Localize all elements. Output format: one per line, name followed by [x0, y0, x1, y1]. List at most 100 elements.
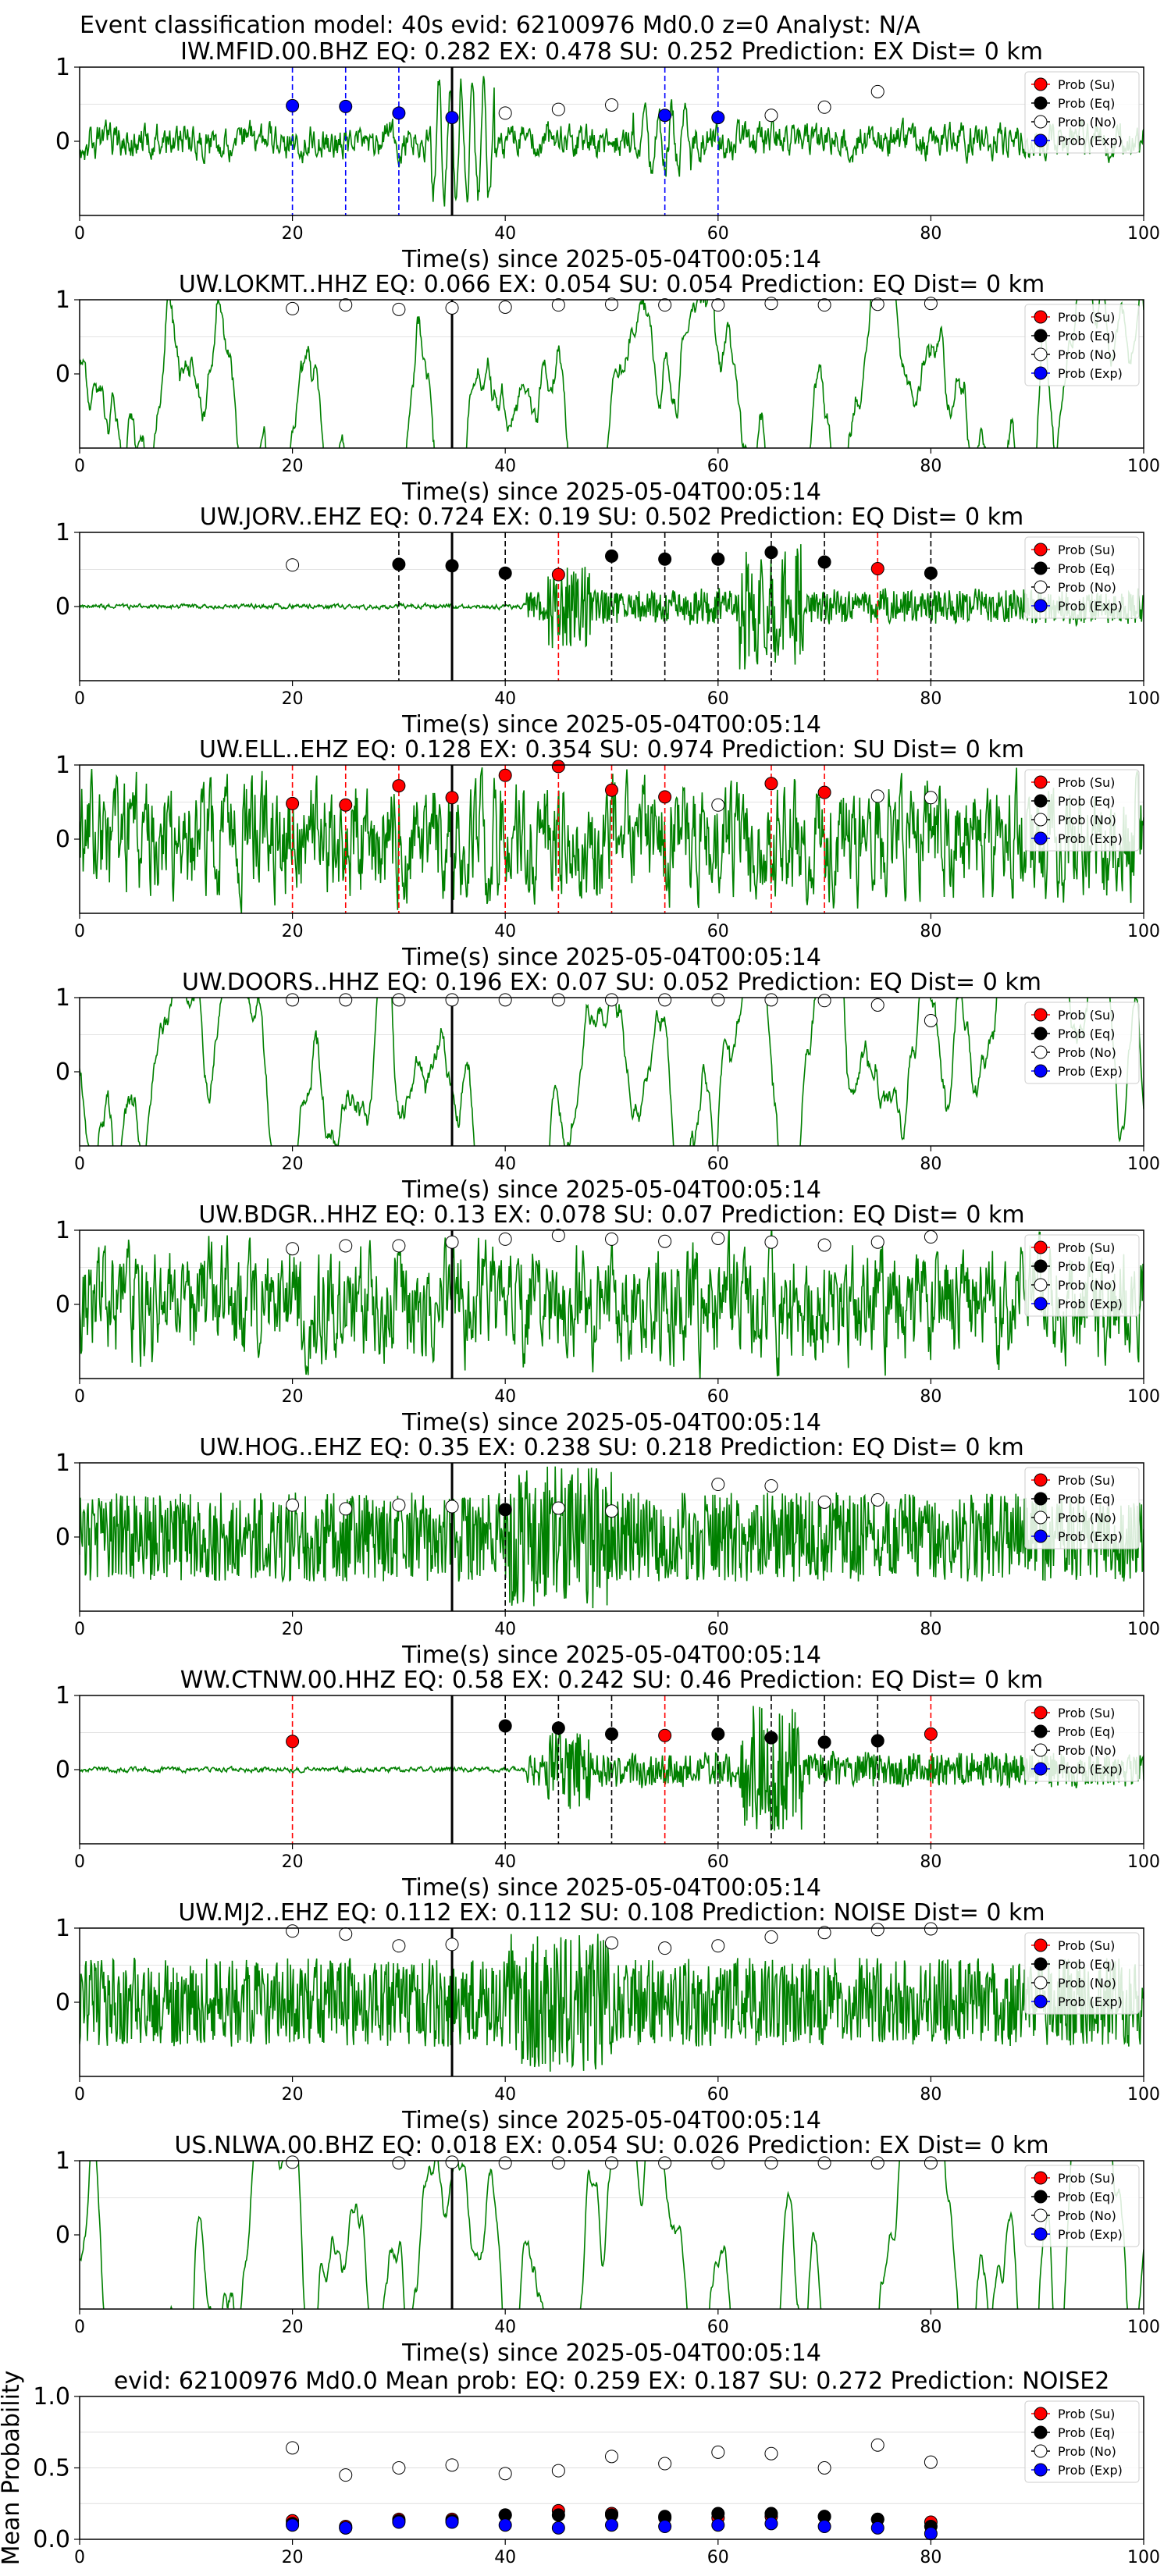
chart-panel-1: IW.MFID.00.BHZ EQ: 0.282 EX: 0.478 SU: 0… — [55, 38, 1160, 273]
waveform-trace — [80, 2161, 1144, 2309]
prob-marker-no — [605, 98, 618, 112]
legend-marker-exp — [1034, 1529, 1048, 1543]
y-tick-label: 0 — [55, 2222, 70, 2249]
legend-marker-exp — [1034, 1297, 1048, 1311]
x-tick-label: 0 — [74, 689, 85, 709]
legend-marker-su — [1034, 310, 1048, 324]
prob-marker-eq — [605, 1727, 618, 1741]
legend-label-su: Prob (Su) — [1058, 310, 1115, 325]
prob-marker-no — [764, 1930, 778, 1944]
x-tick-label: 80 — [920, 922, 941, 941]
chart-title: UW.DOORS..HHZ EQ: 0.196 EX: 0.07 SU: 0.0… — [182, 969, 1041, 996]
x-tick-label: 40 — [494, 2085, 516, 2105]
x-tick-label: 60 — [707, 1852, 729, 1872]
x-tick-label: 20 — [282, 2318, 304, 2337]
chart-panel-4: UW.ELL..EHZ EQ: 0.128 EX: 0.354 SU: 0.97… — [55, 736, 1160, 971]
prob-marker-no — [711, 298, 725, 312]
prob-marker-no — [817, 994, 831, 1008]
y-tick-label: 1 — [55, 984, 70, 1012]
legend-box — [1024, 304, 1140, 386]
y-tick-label: 1 — [55, 752, 70, 779]
legend-label-exp: Prob (Exp) — [1058, 1994, 1123, 2009]
x-tick-label: 40 — [494, 1852, 516, 1872]
legend-marker-su — [1034, 1938, 1048, 1952]
prob-marker-no — [445, 1937, 459, 1952]
prob-marker-eq — [498, 566, 512, 580]
prob-marker-eq — [764, 546, 778, 560]
legend-marker-su — [1034, 1240, 1048, 1254]
y-tick-label: 0 — [55, 1059, 70, 1086]
legend-label-eq: Prob (Eq) — [1058, 329, 1115, 343]
x-tick-label: 100 — [1127, 1387, 1160, 1407]
legend-box — [1024, 1002, 1140, 1084]
legend-marker-su — [1034, 2171, 1048, 2185]
prob-marker-eq — [498, 1719, 512, 1733]
prob-marker-no — [498, 2156, 512, 2170]
y-tick-label: 1 — [55, 1682, 70, 1710]
mean-prob-marker-exp — [605, 2518, 618, 2532]
mean-prob-marker-no — [339, 2468, 353, 2482]
x-tick-label: 100 — [1127, 2085, 1160, 2105]
legend-marker-su — [1034, 2407, 1048, 2421]
prob-marker-su — [605, 783, 618, 797]
x-tick-label: 60 — [707, 2318, 729, 2337]
legend-marker-su — [1034, 775, 1048, 789]
prob-marker-no — [658, 993, 672, 1007]
x-tick-label: 20 — [282, 1155, 304, 1174]
prob-marker-no — [605, 993, 618, 1007]
waveform-trace — [80, 1706, 1144, 1831]
x-tick-label: 20 — [282, 1387, 304, 1407]
x-tick-label: 100 — [1127, 224, 1160, 244]
x-tick-label: 100 — [1127, 2548, 1160, 2567]
prob-marker-su — [658, 790, 672, 804]
prob-marker-no — [711, 1231, 725, 1245]
prob-marker-no — [817, 1926, 831, 1940]
legend-label-eq: Prob (Eq) — [1058, 1026, 1115, 1041]
legend-marker-su — [1034, 543, 1048, 557]
prob-marker-no — [605, 1232, 618, 1246]
mean-prob-marker-exp — [658, 2520, 672, 2534]
legend-marker-eq — [1034, 329, 1048, 343]
x-tick-label: 40 — [494, 689, 516, 709]
legend-label-su: Prob (Su) — [1058, 2171, 1115, 2186]
prob-marker-no — [551, 102, 565, 116]
prob-marker-no — [924, 1922, 938, 1936]
legend-box — [1024, 71, 1140, 154]
chart-title: IW.MFID.00.BHZ EQ: 0.282 EX: 0.478 SU: 0… — [180, 38, 1043, 66]
legend-marker-eq — [1034, 2425, 1048, 2439]
legend-marker-exp — [1034, 1064, 1048, 1078]
legend-label-no: Prob (No) — [1058, 1976, 1116, 1991]
mean-prob-marker-no — [764, 2446, 778, 2460]
legend-label-eq: Prob (Eq) — [1058, 1724, 1115, 1739]
legend-marker-no — [1034, 813, 1048, 827]
prob-marker-no — [764, 2156, 778, 2170]
x-tick-label: 40 — [494, 2548, 516, 2567]
prob-marker-no — [445, 301, 459, 315]
chart-panel-2: UW.LOKMT..HHZ EQ: 0.066 EX: 0.054 SU: 0.… — [55, 271, 1160, 506]
chart-panel-9: UW.MJ2..EHZ EQ: 0.112 EX: 0.112 SU: 0.10… — [55, 1899, 1160, 2134]
legend-marker-eq — [1034, 96, 1048, 110]
chart-panel-3: UW.JORV..EHZ EQ: 0.724 EX: 0.19 SU: 0.50… — [55, 503, 1160, 738]
prob-marker-no — [445, 2155, 459, 2169]
legend-marker-su — [1034, 1473, 1048, 1487]
prob-marker-no — [711, 2156, 725, 2170]
x-tick-label: 0 — [74, 1852, 85, 1872]
prob-marker-no — [339, 1927, 353, 1941]
legend-label-eq: Prob (Eq) — [1058, 1259, 1115, 1274]
chart-panel-10: US.NLWA.00.BHZ EQ: 0.018 EX: 0.054 SU: 0… — [55, 2132, 1160, 2367]
legend-label-no: Prob (No) — [1058, 1510, 1116, 1525]
prob-marker-su — [286, 796, 300, 810]
legend-label-no: Prob (No) — [1058, 580, 1116, 595]
prob-marker-no — [445, 1235, 459, 1249]
x-axis-label: Time(s) since 2025-05-04T00:05:14 — [401, 1874, 821, 1902]
prob-marker-no — [605, 297, 618, 311]
prob-marker-no — [392, 2156, 406, 2170]
prob-marker-su — [286, 1735, 300, 1749]
prob-marker-no — [764, 297, 778, 311]
prob-marker-exp — [711, 111, 725, 125]
legend-label-su: Prob (Su) — [1058, 1706, 1115, 1720]
x-axis-label: Time(s) since 2025-05-04T00:05:14 — [401, 1176, 821, 1204]
x-tick-label: 100 — [1127, 1620, 1160, 1639]
prob-marker-su — [445, 791, 459, 805]
prob-marker-no — [817, 1238, 831, 1252]
